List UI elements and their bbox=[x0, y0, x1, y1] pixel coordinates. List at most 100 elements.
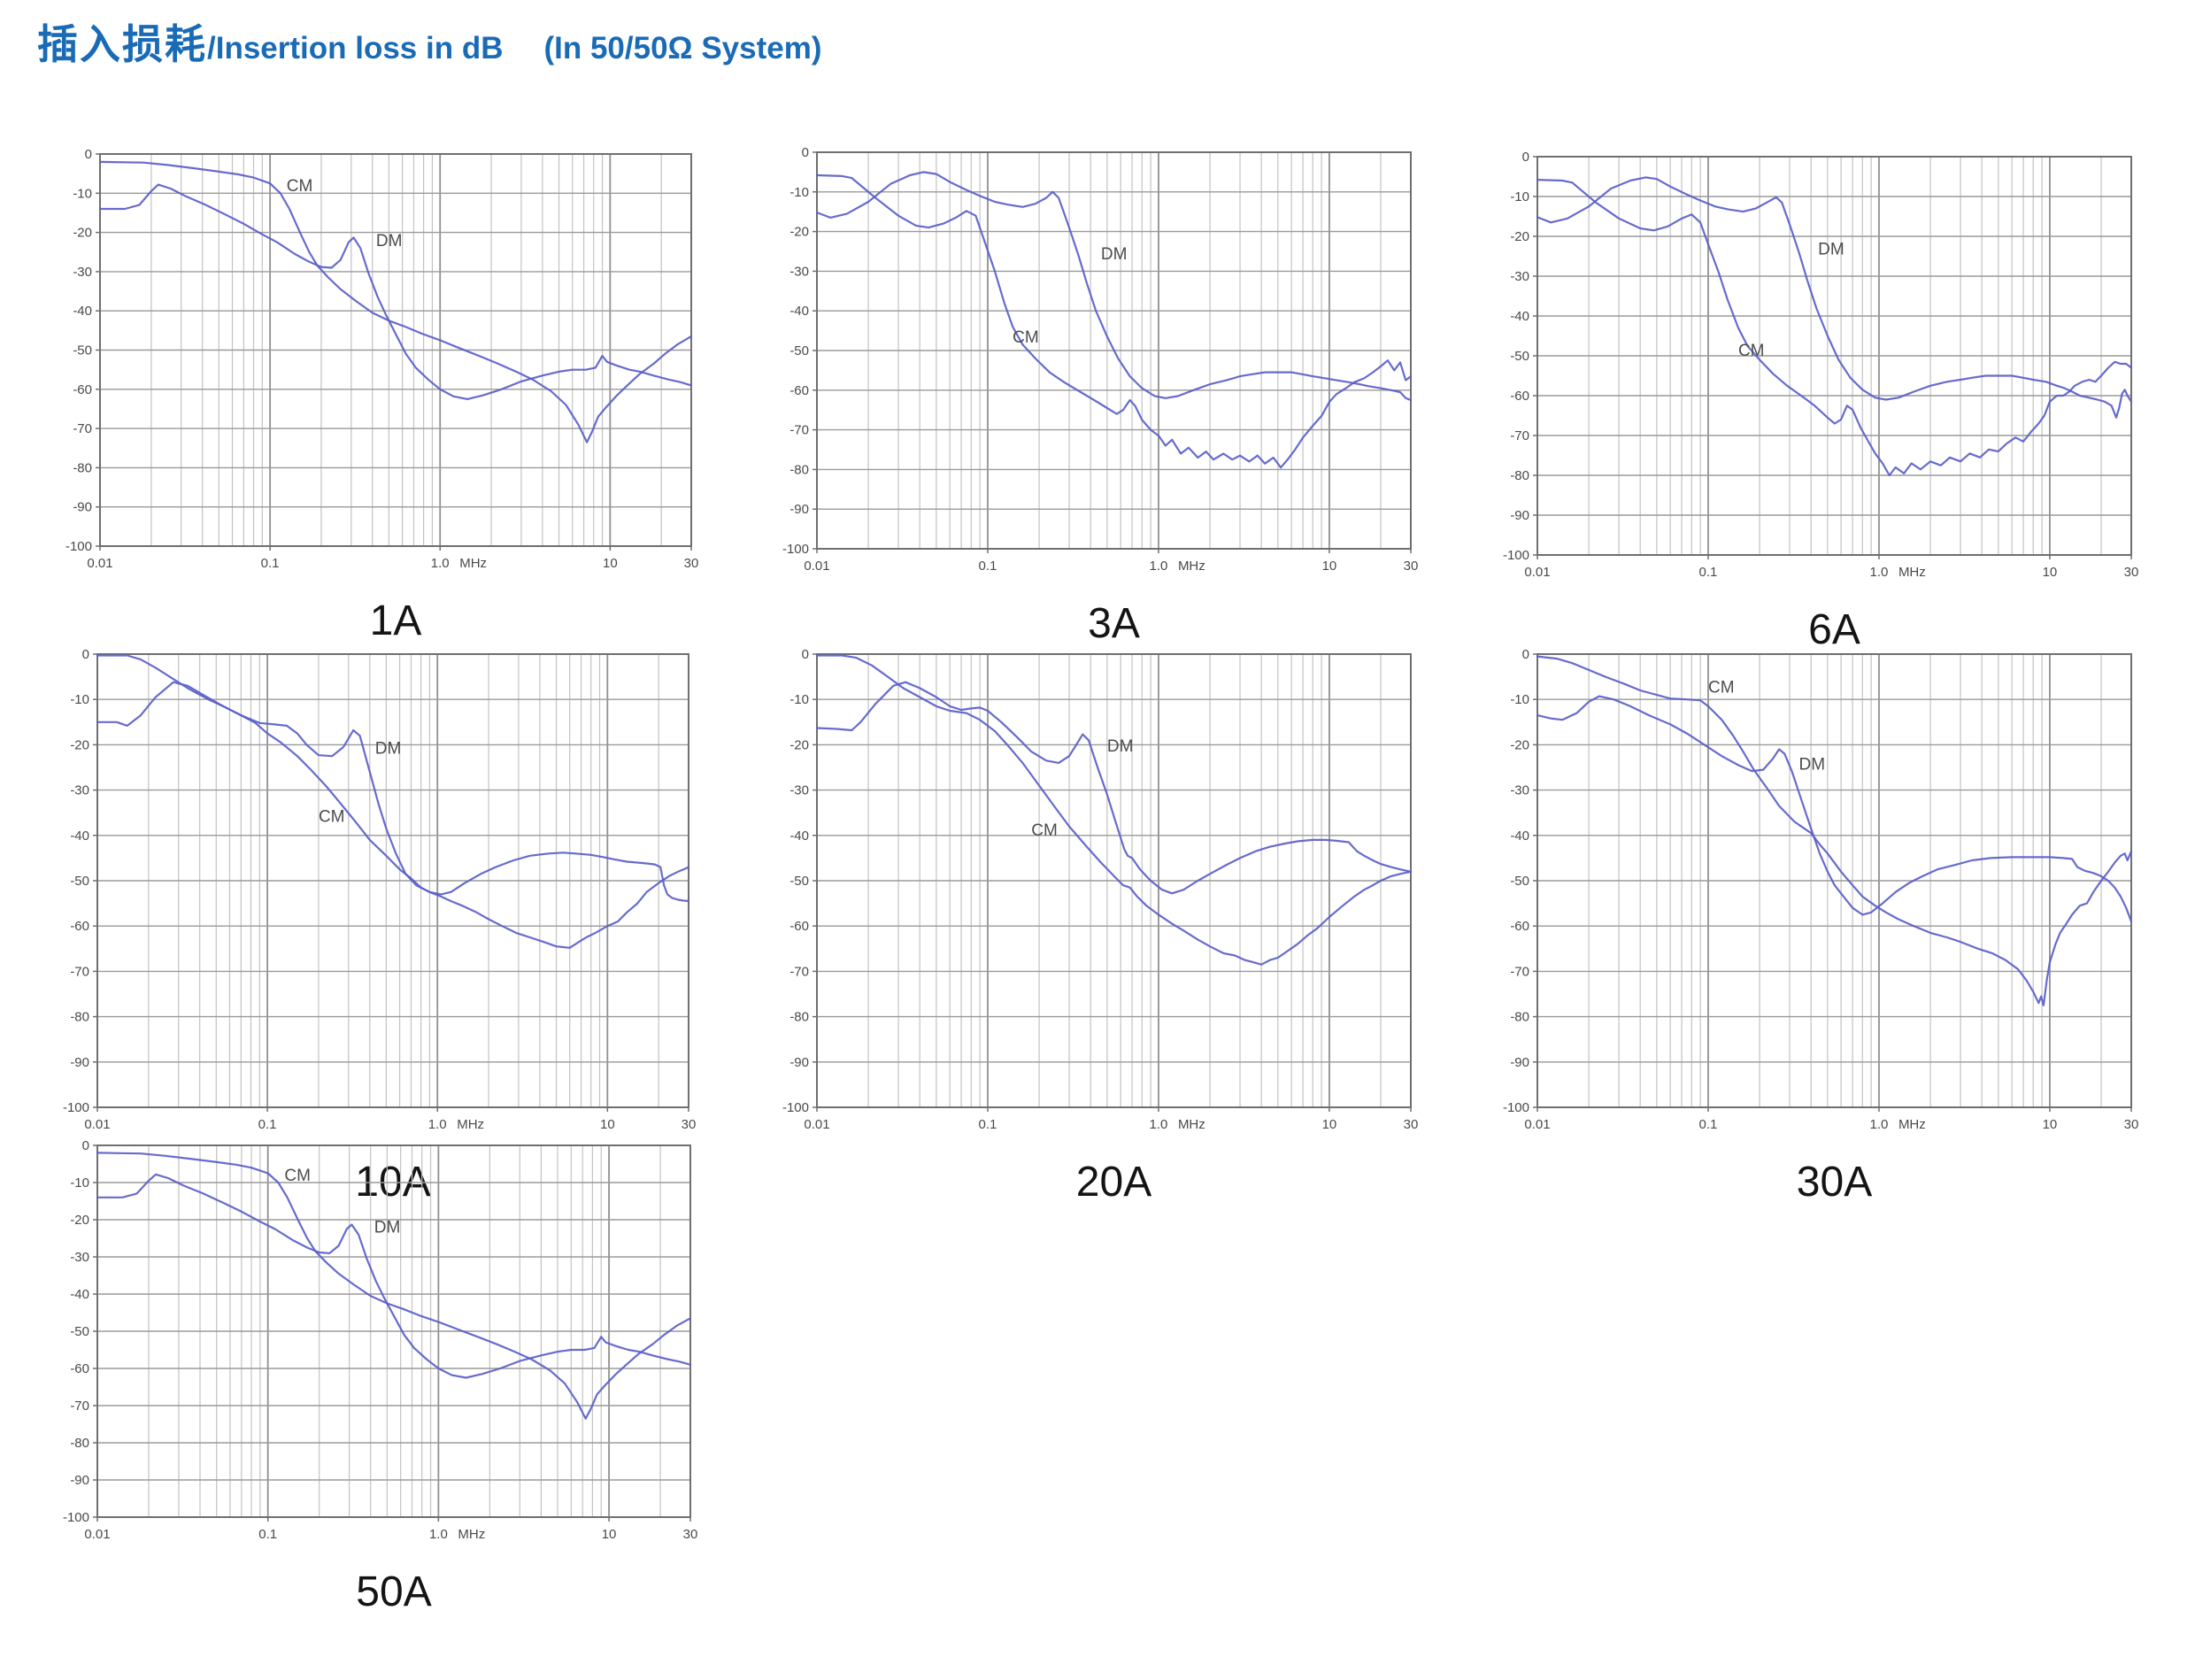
y-tick-label: -30 bbox=[70, 1250, 89, 1265]
y-tick-label: -90 bbox=[70, 1473, 89, 1488]
y-tick-label: -100 bbox=[63, 1510, 89, 1525]
dm-curve bbox=[98, 183, 693, 400]
x-tick-label: 0.01 bbox=[84, 1117, 110, 1132]
y-tick-label: -50 bbox=[1510, 874, 1529, 889]
dm-curve bbox=[815, 171, 1413, 402]
y-tick-label: -40 bbox=[1510, 309, 1529, 324]
x-tick-label: 10 bbox=[1322, 1117, 1337, 1132]
y-tick-label: -30 bbox=[70, 783, 89, 798]
x-tick-label: 0.01 bbox=[804, 559, 829, 574]
x-tick-label: 30 bbox=[682, 1117, 697, 1132]
y-tick-label: -100 bbox=[63, 1100, 89, 1115]
y-tick-label: -40 bbox=[789, 828, 809, 844]
y-tick-label: 0 bbox=[85, 147, 92, 162]
x-tick-label: 0.1 bbox=[1699, 565, 1718, 580]
y-tick-label: -50 bbox=[70, 1324, 89, 1339]
y-tick-label: -70 bbox=[73, 421, 92, 436]
title-chinese: 插入损耗 bbox=[37, 21, 207, 67]
x-tick-label: 0.01 bbox=[1524, 1117, 1550, 1132]
x-tick-label: 10 bbox=[603, 556, 618, 571]
y-tick-label: -40 bbox=[789, 304, 809, 319]
cm-curve-label: CM bbox=[1031, 821, 1058, 840]
y-tick-label: -40 bbox=[1510, 828, 1529, 844]
x-tick-label: 1.0 bbox=[428, 1117, 447, 1132]
chart-3a: 0 -10 -20 -30 -40 -50 -60 -70 -80 -90 -100 0.01 0.1 1… bbox=[782, 145, 1418, 647]
cm-curve-label: CM bbox=[287, 177, 313, 196]
cm-curve bbox=[96, 1152, 692, 1420]
x-tick-label: 0.1 bbox=[979, 559, 997, 574]
cm-curve-label: CM bbox=[284, 1167, 311, 1185]
x-tick-label: 0.1 bbox=[261, 556, 280, 571]
x-tick-label: 0.01 bbox=[804, 1117, 829, 1132]
dm-curve-label: DM bbox=[1818, 240, 1845, 258]
x-tick-label: 10 bbox=[2043, 565, 2058, 580]
y-tick-label: -90 bbox=[1510, 1055, 1529, 1070]
y-tick-label: -20 bbox=[70, 737, 89, 752]
y-tick-label: -10 bbox=[1510, 189, 1529, 204]
x-tick-label: 10 bbox=[602, 1527, 617, 1542]
chart-caption: 3A bbox=[1088, 600, 1140, 647]
cm-curve-label: CM bbox=[1013, 328, 1039, 347]
cm-curve bbox=[815, 173, 1413, 469]
y-tick-label: -60 bbox=[1510, 919, 1529, 934]
x-tick-label: 0.1 bbox=[258, 1527, 277, 1542]
dm-curve bbox=[96, 681, 690, 903]
y-tick-label: -30 bbox=[73, 265, 92, 280]
dm-curve bbox=[1536, 695, 2133, 923]
chart-caption: 20A bbox=[1076, 1159, 1151, 1206]
cm-curve bbox=[815, 654, 1413, 966]
chart-30a: 0 -10 -20 -30 -40 -50 -60 -70 -80 -90 -100 0.01 0.1 1… bbox=[1503, 647, 2139, 1206]
y-tick-label: -50 bbox=[1510, 349, 1529, 364]
y-tick-label: -30 bbox=[1510, 783, 1529, 798]
dm-curve-label: DM bbox=[374, 1219, 401, 1237]
y-tick-label: -80 bbox=[1510, 468, 1529, 483]
y-tick-label: -80 bbox=[789, 1010, 809, 1025]
cm-curve-label: CM bbox=[319, 807, 345, 826]
dm-curve-label: DM bbox=[1107, 737, 1134, 756]
y-tick-label: -100 bbox=[65, 539, 92, 554]
y-tick-label: -20 bbox=[1510, 229, 1529, 244]
x-tick-label: 1.0 bbox=[1150, 559, 1168, 574]
y-tick-label: -40 bbox=[70, 1287, 89, 1302]
y-tick-label: -10 bbox=[70, 1175, 89, 1191]
x-tick-label: 30 bbox=[2124, 1117, 2139, 1132]
dm-curve-label: DM bbox=[376, 232, 403, 250]
y-tick-label: -60 bbox=[789, 383, 809, 398]
chart-6a: 0 -10 -20 -30 -40 -50 -60 -70 -80 -90 -100 0.01 0.1 1… bbox=[1503, 150, 2138, 653]
x-tick-label: 1.0 bbox=[1870, 1117, 1889, 1132]
y-tick-label: -70 bbox=[789, 964, 809, 979]
y-tick-label: -90 bbox=[70, 1055, 89, 1070]
y-tick-label: -90 bbox=[789, 1055, 809, 1070]
y-tick-label: 0 bbox=[802, 647, 809, 662]
x-tick-label: 0.1 bbox=[979, 1117, 997, 1132]
y-tick-label: -70 bbox=[1510, 428, 1529, 443]
x-tick-label: 0.1 bbox=[1699, 1117, 1718, 1132]
y-tick-label: -80 bbox=[789, 462, 809, 477]
y-tick-label: -10 bbox=[789, 185, 809, 200]
x-tick-label: 0.01 bbox=[84, 1527, 110, 1542]
x-unit-label: MHz bbox=[1898, 565, 1926, 580]
x-tick-label: 1.0 bbox=[1150, 1117, 1168, 1132]
y-tick-label: -30 bbox=[1510, 269, 1529, 284]
y-tick-label: -10 bbox=[1510, 692, 1529, 707]
y-tick-label: 0 bbox=[1522, 647, 1529, 662]
chart-caption: 6A bbox=[1808, 606, 1860, 653]
chart-1a: 0 -10 -20 -30 -40 -50 -60 -70 -80 -90 -100 0.01 0.1 1… bbox=[65, 147, 698, 644]
x-tick-label: 0.01 bbox=[87, 556, 112, 571]
y-tick-label: -60 bbox=[70, 1361, 89, 1376]
x-unit-label: MHz bbox=[1178, 1117, 1205, 1132]
y-tick-label: -10 bbox=[73, 186, 92, 201]
y-tick-label: -50 bbox=[789, 874, 809, 889]
dm-curve-label: DM bbox=[1799, 756, 1826, 774]
y-tick-label: -20 bbox=[73, 226, 92, 241]
x-tick-label: 10 bbox=[1322, 559, 1337, 574]
y-tick-label: -60 bbox=[1510, 389, 1529, 404]
y-tick-label: -50 bbox=[73, 343, 92, 358]
y-tick-label: -60 bbox=[70, 919, 89, 934]
y-tick-label: -20 bbox=[1510, 737, 1529, 752]
y-tick-label: -10 bbox=[789, 692, 809, 707]
y-tick-label: 0 bbox=[82, 647, 89, 662]
x-tick-label: 1.0 bbox=[429, 1527, 448, 1542]
